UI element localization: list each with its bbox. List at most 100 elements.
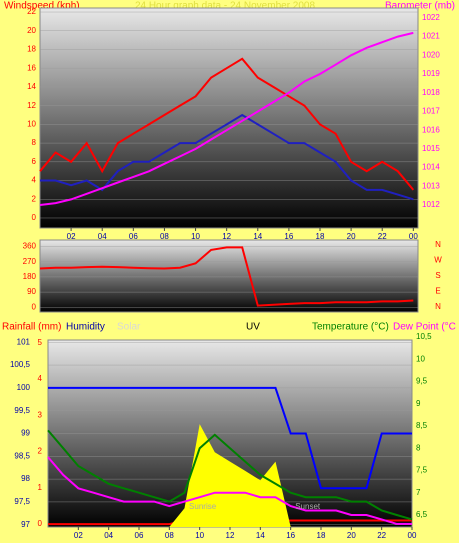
y2-tick-label: 1013 bbox=[422, 181, 440, 190]
x-tick-label: 14 bbox=[256, 531, 265, 540]
compass-label: N bbox=[435, 302, 441, 311]
y-tick-label: 100,5 bbox=[10, 360, 31, 369]
series-area bbox=[48, 424, 412, 527]
series-line bbox=[39, 31, 414, 206]
uv-label: UV bbox=[246, 322, 260, 333]
y3-tick-label: 2 bbox=[38, 447, 43, 456]
y-tick-label: 10 bbox=[27, 119, 36, 128]
x-tick-label: 06 bbox=[129, 232, 138, 241]
y-tick-label: 14 bbox=[27, 82, 36, 91]
y-tick-label: 0 bbox=[32, 302, 37, 311]
plot-area bbox=[39, 7, 419, 229]
x-tick-label: 10 bbox=[191, 232, 200, 241]
x-tick-label: 04 bbox=[98, 232, 107, 241]
y3-tick-label: 5 bbox=[38, 338, 43, 347]
annotation: Sunrise bbox=[189, 502, 217, 511]
y2-tick-label: 1021 bbox=[422, 32, 440, 41]
x-tick-label: 08 bbox=[165, 531, 174, 540]
compass-label: W bbox=[434, 256, 442, 265]
y-tick-label: 2 bbox=[32, 194, 37, 203]
y-tick-label: 16 bbox=[27, 63, 36, 72]
y2-tick-label: 7 bbox=[416, 488, 421, 497]
series-line bbox=[47, 456, 412, 525]
y-tick-label: 97,5 bbox=[14, 497, 30, 506]
series-line bbox=[39, 57, 415, 191]
y-tick-label: 101 bbox=[17, 337, 31, 346]
annotation: Sunset bbox=[295, 502, 321, 511]
y-tick-label: 180 bbox=[23, 272, 37, 281]
x-tick-label: 20 bbox=[347, 232, 356, 241]
y2-tick-label: 1016 bbox=[422, 125, 440, 134]
y3-tick-label: 3 bbox=[38, 410, 43, 419]
series-line bbox=[47, 429, 413, 521]
x-tick-label: 16 bbox=[286, 531, 295, 540]
y-tick-label: 360 bbox=[23, 242, 37, 251]
y2-tick-label: 1022 bbox=[422, 13, 440, 22]
y-tick-label: 99,5 bbox=[14, 406, 30, 415]
y-tick-label: 100 bbox=[17, 383, 31, 392]
y-tick-label: 20 bbox=[27, 26, 36, 35]
rain-label: Rainfall (mm) bbox=[2, 322, 61, 333]
y-tick-label: 90 bbox=[27, 287, 36, 296]
x-tick-label: 04 bbox=[104, 531, 113, 540]
x-tick-label: 06 bbox=[135, 531, 144, 540]
compass-label: E bbox=[435, 287, 440, 296]
y-tick-label: 6 bbox=[32, 157, 37, 166]
x-tick-label: 12 bbox=[226, 531, 235, 540]
series-line bbox=[48, 386, 412, 490]
y-tick-label: 12 bbox=[27, 101, 36, 110]
dew-label: Dew Point (°C bbox=[393, 322, 456, 333]
x-tick-label: 22 bbox=[378, 232, 387, 241]
baro-label: Barometer (mb) bbox=[385, 1, 455, 12]
y-tick-label: 98 bbox=[21, 474, 30, 483]
temp-label: Temperature (°C) bbox=[312, 322, 389, 333]
y2-tick-label: 10 bbox=[416, 354, 425, 363]
x-tick-label: 16 bbox=[284, 232, 293, 241]
y2-tick-label: 9 bbox=[416, 399, 421, 408]
y-tick-label: 4 bbox=[32, 176, 37, 185]
y2-tick-label: 1017 bbox=[422, 107, 440, 116]
y2-tick-label: 1020 bbox=[422, 50, 440, 59]
y2-tick-label: 8 bbox=[416, 443, 421, 452]
chart-title: 24 Hour graph data - 24 November 2008 bbox=[135, 1, 316, 12]
y2-tick-label: 1014 bbox=[422, 163, 440, 172]
plot-area bbox=[39, 239, 419, 313]
y3-tick-label: 0 bbox=[38, 519, 43, 528]
y-tick-label: 270 bbox=[23, 257, 37, 266]
compass-label: S bbox=[435, 271, 440, 280]
x-tick-label: 00 bbox=[408, 531, 417, 540]
y-tick-label: 97 bbox=[21, 520, 30, 529]
y-tick-label: 98,5 bbox=[14, 451, 30, 460]
y-tick-label: 8 bbox=[32, 138, 37, 147]
y2-tick-label: 1012 bbox=[422, 200, 440, 209]
series-line bbox=[39, 246, 414, 307]
y2-tick-label: 1015 bbox=[422, 144, 440, 153]
x-tick-label: 12 bbox=[222, 232, 231, 241]
compass-label: N bbox=[435, 240, 441, 249]
x-tick-label: 02 bbox=[74, 531, 83, 540]
hum-label: Humidity bbox=[66, 322, 105, 333]
y3-tick-label: 4 bbox=[38, 374, 43, 383]
y2-tick-label: 1018 bbox=[422, 88, 440, 97]
solar-label: Solar bbox=[117, 322, 141, 333]
y2-tick-label: 10,5 bbox=[416, 332, 432, 341]
x-tick-label: 10 bbox=[195, 531, 204, 540]
x-tick-label: 18 bbox=[316, 232, 325, 241]
x-tick-label: 22 bbox=[377, 531, 386, 540]
y-tick-label: 22 bbox=[27, 7, 36, 16]
y3-tick-label: 1 bbox=[38, 483, 43, 492]
y-tick-label: 99 bbox=[21, 429, 30, 438]
x-tick-label: 08 bbox=[160, 232, 169, 241]
wind-label: Windspeed (kph) bbox=[4, 1, 80, 12]
series-line bbox=[40, 113, 414, 201]
y2-tick-label: 7,5 bbox=[416, 466, 428, 475]
y2-tick-label: 1019 bbox=[422, 69, 440, 78]
x-tick-label: 18 bbox=[317, 531, 326, 540]
y2-tick-label: 6,5 bbox=[416, 510, 428, 519]
x-tick-label: 14 bbox=[253, 232, 262, 241]
y2-tick-label: 9,5 bbox=[416, 377, 428, 386]
x-tick-label: 00 bbox=[409, 232, 418, 241]
x-tick-label: 02 bbox=[67, 232, 76, 241]
